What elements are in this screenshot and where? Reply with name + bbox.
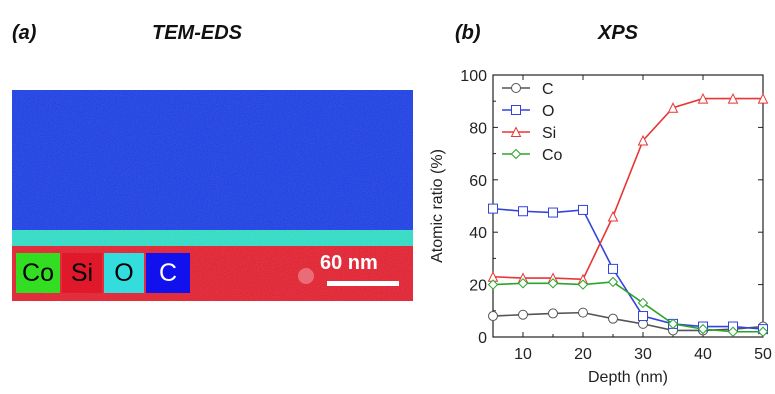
xps-chart: 0 20 40 60 80 100 10 20 30 40 50 Depth (nm) Atomic r… <box>420 60 775 394</box>
point-co <box>637 297 649 309</box>
legend-chip-co: Co <box>16 253 60 293</box>
point-o <box>608 263 618 274</box>
point-co <box>757 326 769 337</box>
point-si <box>637 134 649 146</box>
point-co <box>577 279 589 290</box>
panel-a-title: TEM-EDS <box>152 22 242 44</box>
legend-marker-si <box>510 126 522 137</box>
point-o <box>638 311 648 322</box>
y-tick-label: 80 <box>469 120 487 137</box>
y-tick-label: 20 <box>469 278 487 295</box>
point-c <box>578 307 588 318</box>
panel-b-title: XPS <box>598 22 639 44</box>
x-tick-label: 10 <box>514 346 532 363</box>
panel-a-letter: (a) <box>12 22 37 44</box>
point-o <box>518 206 528 217</box>
y-axis-label: Atomic ratio (%) <box>429 149 446 263</box>
scale-bar <box>327 281 399 286</box>
scale-bar-label: 60 nm <box>320 252 378 274</box>
point-si <box>607 210 619 222</box>
point-o <box>578 204 588 215</box>
legend-chip-si-label: Si <box>70 258 94 287</box>
series-line-o <box>492 207 764 330</box>
x-tick-label: 20 <box>574 346 592 363</box>
x-tick-label: 30 <box>634 346 652 363</box>
series-line-si <box>492 97 763 281</box>
plot-frame <box>492 74 764 338</box>
series-line-co <box>492 281 763 333</box>
legend-label-c: C <box>542 81 554 98</box>
point-co <box>667 318 679 330</box>
y-tick-label: 100 <box>460 68 487 85</box>
legend-label-si: Si <box>542 125 556 142</box>
point-c <box>488 311 498 322</box>
legend-chip-co-label: Co <box>22 258 54 287</box>
x-tick-label: 50 <box>754 346 772 363</box>
legend-chip-o: O <box>104 253 144 293</box>
x-tick-label: 40 <box>694 346 712 363</box>
legend-marker-c <box>511 83 521 93</box>
point-co <box>607 276 619 288</box>
point-c <box>518 309 528 320</box>
point-o <box>488 203 498 214</box>
y-tick-label: 60 <box>469 173 487 190</box>
point-si <box>667 102 679 113</box>
legend-chip-si: Si <box>62 253 102 293</box>
x-axis-label: Depth (nm) <box>588 369 668 386</box>
point-o <box>548 207 558 218</box>
y-tick-label: 0 <box>478 330 487 347</box>
y-tick-label: 40 <box>469 225 487 242</box>
point-c <box>608 313 618 324</box>
legend-marker-co <box>510 148 522 160</box>
point-si <box>697 92 709 104</box>
point-si <box>727 92 739 104</box>
point-si <box>757 92 769 104</box>
point-co <box>727 326 739 337</box>
legend-label-o: O <box>542 103 554 120</box>
panel-b-letter: (b) <box>455 22 481 44</box>
point-co <box>517 278 529 289</box>
legend-label-co: Co <box>542 147 563 164</box>
legend-marker-o <box>511 105 521 115</box>
series-line-c <box>492 311 764 332</box>
point-co <box>547 278 559 289</box>
point-co <box>697 323 709 335</box>
legend-chip-o-label: O <box>114 258 134 287</box>
legend-chip-c: C <box>146 253 190 293</box>
eds-particle <box>298 268 314 284</box>
point-c <box>548 308 558 319</box>
point-co <box>487 279 499 290</box>
legend-chip-c-label: C <box>158 258 178 287</box>
